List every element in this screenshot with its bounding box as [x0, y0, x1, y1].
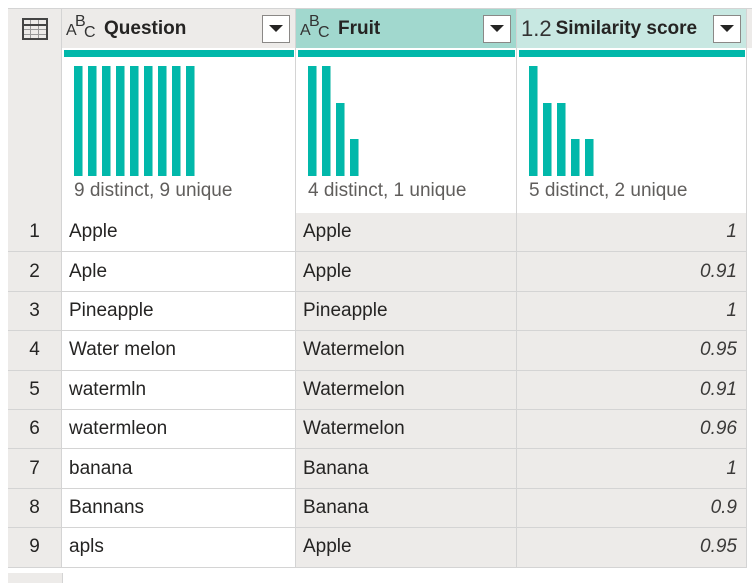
- distribution-chart[interactable]: [308, 66, 359, 176]
- cell-fruit[interactable]: Watermelon: [296, 410, 517, 450]
- row-number[interactable]: 8: [8, 488, 62, 529]
- cell-question[interactable]: Apple: [62, 213, 296, 253]
- row-number[interactable]: 6: [8, 410, 62, 450]
- column-profile-question: 9 distinct, 9 unique: [62, 48, 296, 213]
- cell-question[interactable]: watermln: [62, 370, 296, 410]
- cell-fruit[interactable]: Apple: [296, 213, 517, 253]
- distribution-bar[interactable]: [322, 66, 331, 176]
- distribution-bar[interactable]: [308, 66, 317, 176]
- text-type-icon[interactable]: A B C: [300, 12, 330, 41]
- cell-fruit[interactable]: Banana: [296, 449, 517, 489]
- table-row[interactable]: 4 Water melon Watermelon 0.95: [8, 331, 747, 371]
- distribution-bar[interactable]: [172, 66, 181, 176]
- row-number[interactable]: 9: [8, 528, 62, 568]
- chevron-down-icon: [720, 25, 734, 32]
- column-filter-dropdown[interactable]: [262, 14, 290, 43]
- row-number[interactable]: 4: [8, 331, 62, 371]
- column-quality-bar[interactable]: [298, 50, 515, 57]
- cell-fruit[interactable]: Pineapple: [296, 291, 517, 332]
- cell-similarity-score[interactable]: 1: [517, 449, 747, 489]
- column-header-similarity-score[interactable]: 1.2 Similarity score: [517, 8, 747, 48]
- text-type-icon[interactable]: A B C: [66, 12, 96, 41]
- table-icon: [21, 17, 48, 40]
- table-row[interactable]: 7 banana Banana 1: [8, 449, 747, 489]
- column-title: Fruit: [338, 17, 381, 39]
- distinct-unique-label: 4 distinct, 1 unique: [308, 180, 467, 201]
- header-filler: [747, 8, 752, 48]
- cell-question[interactable]: watermleon: [62, 410, 296, 450]
- distribution-bar[interactable]: [88, 66, 97, 176]
- cell-question[interactable]: Aple: [62, 252, 296, 292]
- cell-fruit[interactable]: Watermelon: [296, 370, 517, 410]
- distribution-bar[interactable]: [74, 66, 83, 176]
- table-menu-corner[interactable]: [8, 8, 62, 48]
- row-number[interactable]: 7: [8, 449, 62, 489]
- distribution-bar[interactable]: [543, 102, 552, 176]
- column-filter-dropdown[interactable]: [713, 14, 741, 43]
- distribution-bar[interactable]: [529, 66, 538, 176]
- cell-fruit[interactable]: Banana: [296, 488, 517, 529]
- distribution-bar[interactable]: [585, 139, 594, 176]
- distribution-bar[interactable]: [144, 66, 153, 176]
- distribution-bar[interactable]: [571, 139, 580, 176]
- cell-question[interactable]: Pineapple: [62, 291, 296, 332]
- cell-question[interactable]: Water melon: [62, 331, 296, 371]
- distribution-bar[interactable]: [130, 66, 139, 176]
- row-number[interactable]: 1: [8, 213, 62, 253]
- cell-similarity-score[interactable]: 0.91: [517, 370, 747, 410]
- distribution-bar[interactable]: [350, 139, 359, 176]
- cell-similarity-score[interactable]: 0.96: [517, 410, 747, 450]
- decimal-type-icon[interactable]: 1.2: [521, 15, 552, 41]
- row-gutter-footer: [8, 573, 63, 583]
- cell-question[interactable]: banana: [62, 449, 296, 489]
- column-quality-bar[interactable]: [519, 50, 745, 57]
- table-row[interactable]: 3 Pineapple Pineapple 1: [8, 291, 747, 332]
- row-number[interactable]: 5: [8, 370, 62, 410]
- distribution-chart[interactable]: [74, 66, 195, 176]
- profile-gutter: [8, 48, 62, 213]
- cell-similarity-score[interactable]: 0.95: [517, 528, 747, 568]
- distribution-bar[interactable]: [186, 66, 195, 176]
- distribution-bar[interactable]: [158, 66, 167, 176]
- chevron-down-icon: [490, 25, 504, 32]
- table-row[interactable]: 5 watermln Watermelon 0.91: [8, 370, 747, 410]
- column-quality-bar[interactable]: [64, 50, 294, 57]
- row-number[interactable]: 3: [8, 291, 62, 332]
- cell-similarity-score[interactable]: 1: [517, 291, 747, 332]
- distribution-chart[interactable]: [529, 66, 594, 176]
- cell-fruit[interactable]: Apple: [296, 528, 517, 568]
- cell-question[interactable]: Bannans: [62, 488, 296, 529]
- table-row[interactable]: 1 Apple Apple 1: [8, 213, 747, 253]
- cell-fruit[interactable]: Apple: [296, 252, 517, 292]
- column-filter-dropdown[interactable]: [483, 14, 511, 43]
- distribution-bar[interactable]: [336, 102, 345, 176]
- column-profile-fruit: 4 distinct, 1 unique: [296, 48, 517, 213]
- distribution-bar[interactable]: [116, 66, 125, 176]
- cell-fruit[interactable]: Watermelon: [296, 331, 517, 371]
- column-header-fruit[interactable]: A B C Fruit: [296, 8, 517, 48]
- table-row[interactable]: 6 watermleon Watermelon 0.96: [8, 410, 747, 450]
- distinct-unique-label: 9 distinct, 9 unique: [74, 180, 233, 201]
- chevron-down-icon: [269, 25, 283, 32]
- table-row[interactable]: 8 Bannans Banana 0.9: [8, 488, 747, 529]
- cell-similarity-score[interactable]: 1: [517, 213, 747, 253]
- row-number[interactable]: 2: [8, 252, 62, 292]
- column-profile-similarity-score: 5 distinct, 2 unique: [517, 48, 747, 213]
- distinct-unique-label: 5 distinct, 2 unique: [529, 180, 688, 201]
- table-row[interactable]: 2 Aple Apple 0.91: [8, 252, 747, 292]
- distribution-bar[interactable]: [102, 66, 111, 176]
- cell-similarity-score[interactable]: 0.9: [517, 488, 747, 529]
- column-header-question[interactable]: A B C Question: [62, 8, 296, 48]
- cell-similarity-score[interactable]: 0.95: [517, 331, 747, 371]
- distribution-bar[interactable]: [557, 102, 566, 176]
- table-row[interactable]: 9 apls Apple 0.95: [8, 528, 747, 568]
- column-title: Similarity score: [555, 17, 698, 39]
- cell-similarity-score[interactable]: 0.91: [517, 252, 747, 292]
- cell-question[interactable]: apls: [62, 528, 296, 568]
- column-title: Question: [104, 17, 187, 39]
- data-grid: A B C Question A B C Fruit 1.2 Similarit…: [8, 8, 752, 583]
